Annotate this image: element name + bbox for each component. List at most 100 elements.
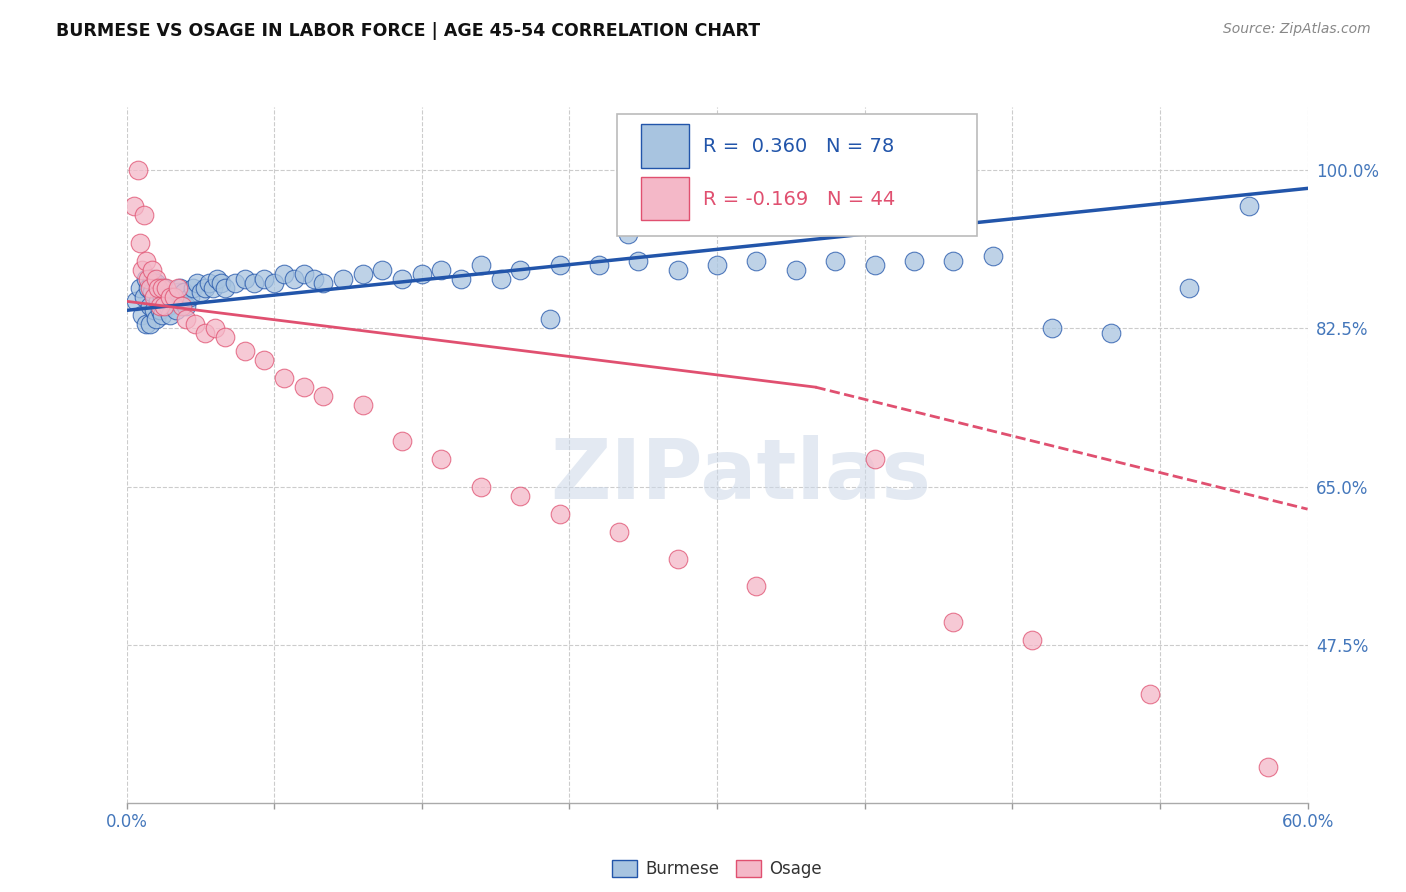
Point bbox=[134, 290, 156, 304]
Point bbox=[145, 271, 167, 285]
Point bbox=[143, 303, 166, 318]
Point bbox=[1257, 759, 1279, 773]
Point bbox=[153, 299, 176, 313]
Point bbox=[981, 249, 1004, 263]
Point bbox=[509, 262, 531, 277]
Point bbox=[129, 281, 152, 295]
Text: Source: ZipAtlas.com: Source: ZipAtlas.com bbox=[1223, 22, 1371, 37]
Point bbox=[155, 281, 177, 295]
Point bbox=[224, 277, 246, 291]
Point bbox=[371, 262, 394, 277]
Point bbox=[588, 258, 610, 272]
Point bbox=[489, 271, 512, 285]
Point bbox=[143, 290, 166, 304]
Point bbox=[135, 271, 157, 285]
Point bbox=[139, 281, 162, 295]
Point bbox=[607, 524, 630, 539]
Point bbox=[160, 290, 183, 304]
Point bbox=[174, 312, 197, 326]
Point bbox=[150, 308, 173, 322]
Point bbox=[863, 452, 886, 467]
Point bbox=[824, 253, 846, 268]
Point bbox=[617, 227, 640, 241]
Point bbox=[312, 389, 335, 403]
Point bbox=[1139, 687, 1161, 701]
Point bbox=[183, 281, 205, 295]
Point bbox=[139, 317, 162, 331]
Point bbox=[205, 271, 228, 285]
Point bbox=[190, 285, 212, 300]
FancyBboxPatch shape bbox=[641, 124, 689, 168]
Point bbox=[145, 277, 167, 291]
Point bbox=[411, 267, 433, 281]
Point bbox=[202, 281, 225, 295]
Point bbox=[174, 299, 197, 313]
Point bbox=[863, 258, 886, 272]
Point bbox=[253, 353, 276, 368]
Point bbox=[194, 326, 217, 340]
Point bbox=[214, 330, 236, 344]
Point bbox=[292, 267, 315, 281]
FancyBboxPatch shape bbox=[617, 114, 977, 235]
Point bbox=[233, 344, 256, 359]
Point bbox=[666, 262, 689, 277]
Point bbox=[135, 317, 157, 331]
Point bbox=[186, 277, 208, 291]
Point bbox=[548, 258, 571, 272]
Point bbox=[450, 271, 472, 285]
Point bbox=[302, 271, 325, 285]
Point bbox=[942, 615, 965, 629]
Text: BURMESE VS OSAGE IN LABOR FORCE | AGE 45-54 CORRELATION CHART: BURMESE VS OSAGE IN LABOR FORCE | AGE 45… bbox=[56, 22, 761, 40]
Point bbox=[263, 277, 285, 291]
Point bbox=[184, 317, 207, 331]
Point bbox=[136, 281, 159, 295]
Point bbox=[156, 299, 179, 313]
Point bbox=[312, 277, 335, 291]
Point bbox=[173, 285, 195, 300]
Point bbox=[149, 303, 172, 318]
Point bbox=[170, 294, 193, 309]
Point bbox=[509, 489, 531, 503]
Text: ZIPatlas: ZIPatlas bbox=[550, 435, 931, 516]
Point bbox=[129, 235, 152, 250]
Point bbox=[135, 253, 157, 268]
Point bbox=[253, 271, 276, 285]
Point bbox=[134, 209, 156, 223]
Point bbox=[332, 271, 354, 285]
Point bbox=[214, 281, 236, 295]
Point bbox=[169, 281, 191, 295]
Point bbox=[233, 271, 256, 285]
Point bbox=[745, 579, 768, 593]
Point bbox=[150, 281, 173, 295]
Point bbox=[153, 281, 176, 295]
Point bbox=[903, 253, 925, 268]
Point bbox=[548, 507, 571, 521]
Point bbox=[131, 262, 153, 277]
Point bbox=[745, 253, 768, 268]
Point bbox=[273, 267, 295, 281]
Point bbox=[391, 434, 413, 449]
Point bbox=[470, 479, 492, 493]
Text: R = -0.169   N = 44: R = -0.169 N = 44 bbox=[703, 190, 896, 209]
Point bbox=[146, 294, 169, 309]
Point bbox=[706, 258, 728, 272]
Point bbox=[141, 285, 163, 300]
Point bbox=[163, 294, 186, 309]
Point bbox=[1021, 633, 1043, 648]
Legend: Burmese, Osage: Burmese, Osage bbox=[606, 854, 828, 885]
Point bbox=[1237, 199, 1260, 213]
Point bbox=[163, 290, 186, 304]
Point bbox=[125, 294, 148, 309]
Point bbox=[131, 308, 153, 322]
Point bbox=[352, 398, 374, 412]
Point bbox=[283, 271, 305, 285]
Point bbox=[146, 281, 169, 295]
Point bbox=[139, 299, 162, 313]
Point bbox=[292, 380, 315, 394]
Point bbox=[627, 253, 650, 268]
Point bbox=[194, 281, 217, 295]
Point bbox=[430, 262, 453, 277]
Text: R =  0.360   N = 78: R = 0.360 N = 78 bbox=[703, 137, 894, 156]
Point bbox=[145, 312, 167, 326]
Point bbox=[127, 163, 149, 178]
